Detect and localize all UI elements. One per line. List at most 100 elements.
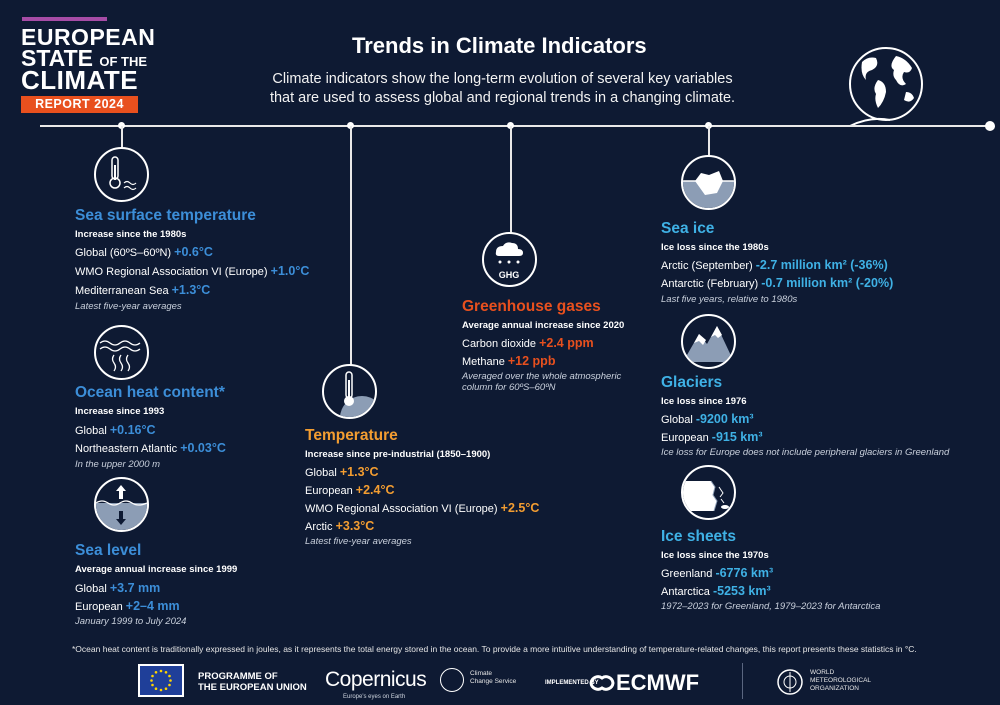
glaciers-row-2: European -915 km³: [661, 430, 763, 444]
eu-programme-text: PROGRAMME OF THE EUROPEAN UNION: [198, 671, 307, 693]
temp-note: Latest five-year averages: [305, 536, 412, 547]
timeline-dot-sst: [118, 122, 125, 129]
page-subtitle: Climate indicators show the long-term ev…: [269, 71, 736, 106]
sl-row-1-label: Global: [75, 583, 107, 595]
seaice-row-2-value: -0.7 million km² (-20%): [761, 276, 894, 290]
report-badge: REPORT 2024: [21, 96, 138, 113]
sst-subtitle: Increase since the 1980s: [75, 229, 187, 240]
sst-row-3-label: Mediterranean Sea: [75, 285, 169, 297]
ghg-title: Greenhouse gases: [462, 298, 601, 315]
sl-note: January 1999 to July 2024: [75, 616, 187, 627]
connector-sst: [121, 126, 123, 148]
glacier-mountain-icon: [681, 314, 736, 369]
ocean-heat-icon: [94, 325, 149, 380]
seaice-row-1-label: Arctic (September): [661, 260, 753, 272]
icesheets-title: Ice sheets: [661, 528, 736, 545]
logo-divider: [742, 663, 743, 699]
sst-note: Latest five-year averages: [75, 301, 182, 312]
temp-row-2-label: European: [305, 485, 353, 497]
ghg-icon-label: GHG: [499, 270, 520, 280]
ghg-row-2: Methane +12 ppb: [462, 354, 555, 368]
c3s-line-1: Climate: [470, 670, 493, 677]
icesheets-row-1-value: -6776 km³: [715, 566, 774, 580]
seaice-row-2-label: Antarctic (February): [661, 278, 759, 290]
seaice-row-1: Arctic (September) -2.7 million km² (-36…: [661, 258, 888, 272]
sl-subtitle: Average annual increase since 1999: [75, 564, 238, 575]
copernicus-tagline: Europe's eyes on Earth: [343, 694, 406, 700]
c3s-line-2: Change Service: [470, 678, 517, 685]
icesheets-row-1-label: Greenland: [661, 568, 713, 580]
connector-ghg: [510, 126, 512, 233]
temp-row-4-value: +3.3°C: [335, 519, 375, 533]
thermometer-waves-icon: [94, 147, 149, 202]
sst-row-2: WMO Regional Association VI (Europe) +1.…: [75, 264, 309, 278]
footnote: *Ocean heat content is traditionally exp…: [72, 644, 917, 654]
seaice-row-2: Antarctic (February) -0.7 million km² (-…: [661, 276, 893, 290]
sl-row-1-value: +3.7 mm: [109, 581, 161, 595]
ohc-note: In the upper 2000 m: [75, 459, 161, 470]
temp-row-1-label: Global: [305, 467, 337, 479]
glaciers-row-2-value: -915 km³: [711, 430, 763, 444]
timeline-line: [40, 125, 990, 127]
wmo-emblem-icon: [777, 669, 803, 695]
temp-row-3-value: +2.5°C: [500, 501, 540, 515]
eu-line-2: THE EUROPEAN UNION: [198, 682, 307, 693]
brand-line-2: STATE OF THE: [21, 47, 147, 73]
connector-seaice: [708, 126, 710, 156]
timeline-dot-ghg: [507, 122, 514, 129]
connector-temperature: [350, 126, 352, 366]
ecmwf-logo: ECMWF: [616, 670, 700, 695]
glaciers-row-1-label: Global: [661, 414, 693, 426]
temp-subtitle: Increase since pre-industrial (1850–1900…: [305, 449, 491, 460]
icesheets-row-2-value: -5253 km³: [712, 584, 771, 598]
seaice-row-1-value: -2.7 million km² (-36%): [755, 258, 888, 272]
glaciers-row-1-value: -9200 km³: [695, 412, 754, 426]
seaice-note: Last five years, relative to 1980s: [661, 294, 798, 305]
eu-line-1: PROGRAMME OF: [198, 671, 278, 682]
ohc-row-2: Northeastern Atlantic +0.03°C: [75, 441, 226, 455]
sl-row-2: European +2–4 mm: [75, 599, 180, 613]
eu-flag-logo: [138, 664, 184, 697]
brand-line-2-a: STATE: [21, 45, 93, 71]
ghg-row-2-label: Methane: [462, 356, 505, 368]
copernicus-logo: Copernicus: [325, 668, 427, 691]
sea-level-icon: [94, 477, 149, 532]
temp-row-3-label: WMO Regional Association VI (Europe): [305, 503, 498, 515]
icesheets-subtitle: Ice loss since the 1970s: [661, 550, 769, 561]
icesheets-row-2-label: Antarctica: [661, 586, 710, 598]
sst-row-1-value: +0.6°C: [174, 245, 213, 259]
temp-row-3: WMO Regional Association VI (Europe) +2.…: [305, 501, 539, 515]
temp-row-4: Arctic +3.3°C: [305, 519, 374, 533]
temp-title: Temperature: [305, 427, 398, 444]
ghg-note-2: column for 60ºS–60ºN: [462, 382, 556, 393]
implemented-by-label: IMPLEMENTED BY: [545, 680, 599, 686]
timeline-end-dot: [985, 121, 995, 131]
ohc-row-2-label: Northeastern Atlantic: [75, 443, 178, 455]
page-title: Trends in Climate Indicators: [352, 33, 647, 58]
thermometer-globe-icon: [322, 364, 377, 419]
timeline-dot-temperature: [347, 122, 354, 129]
sl-row-1: Global +3.7 mm: [75, 581, 160, 595]
sst-row-2-value: +1.0°C: [270, 264, 310, 278]
ghg-subtitle: Average annual increase since 2020: [462, 320, 625, 331]
seaice-subtitle: Ice loss since the 1980s: [661, 242, 769, 253]
sst-row-3: Mediterranean Sea +1.3°C: [75, 283, 210, 297]
glaciers-note: Ice loss for Europe does not include per…: [661, 447, 950, 458]
globe-icon: [849, 47, 923, 127]
glaciers-subtitle: Ice loss since 1976: [661, 396, 747, 407]
glaciers-row-2-label: European: [661, 432, 709, 444]
brand-accent-bar: [22, 17, 107, 21]
icesheets-note: 1972–2023 for Greenland, 1979–2023 for A…: [661, 601, 881, 612]
c3s-text: Climate Change Service: [470, 670, 516, 686]
seaice-title: Sea ice: [661, 220, 715, 237]
icesheets-row-2: Antarctica -5253 km³: [661, 584, 771, 598]
wmo-text: WORLD METEOROLOGICAL ORGANIZATION: [810, 669, 871, 693]
temp-row-2-value: +2.4°C: [355, 483, 395, 497]
sst-row-3-value: +1.3°C: [171, 283, 211, 297]
ohc-row-1-label: Global: [75, 425, 107, 437]
wmo-line-3: ORGANIZATION: [810, 685, 859, 692]
ghg-note-1: Averaged over the whole atmospheric: [462, 371, 622, 382]
ohc-row-2-value: +0.03°C: [180, 441, 226, 455]
temp-row-1: Global +1.3°C: [305, 465, 379, 479]
ice-sheet-icon: [681, 465, 736, 520]
